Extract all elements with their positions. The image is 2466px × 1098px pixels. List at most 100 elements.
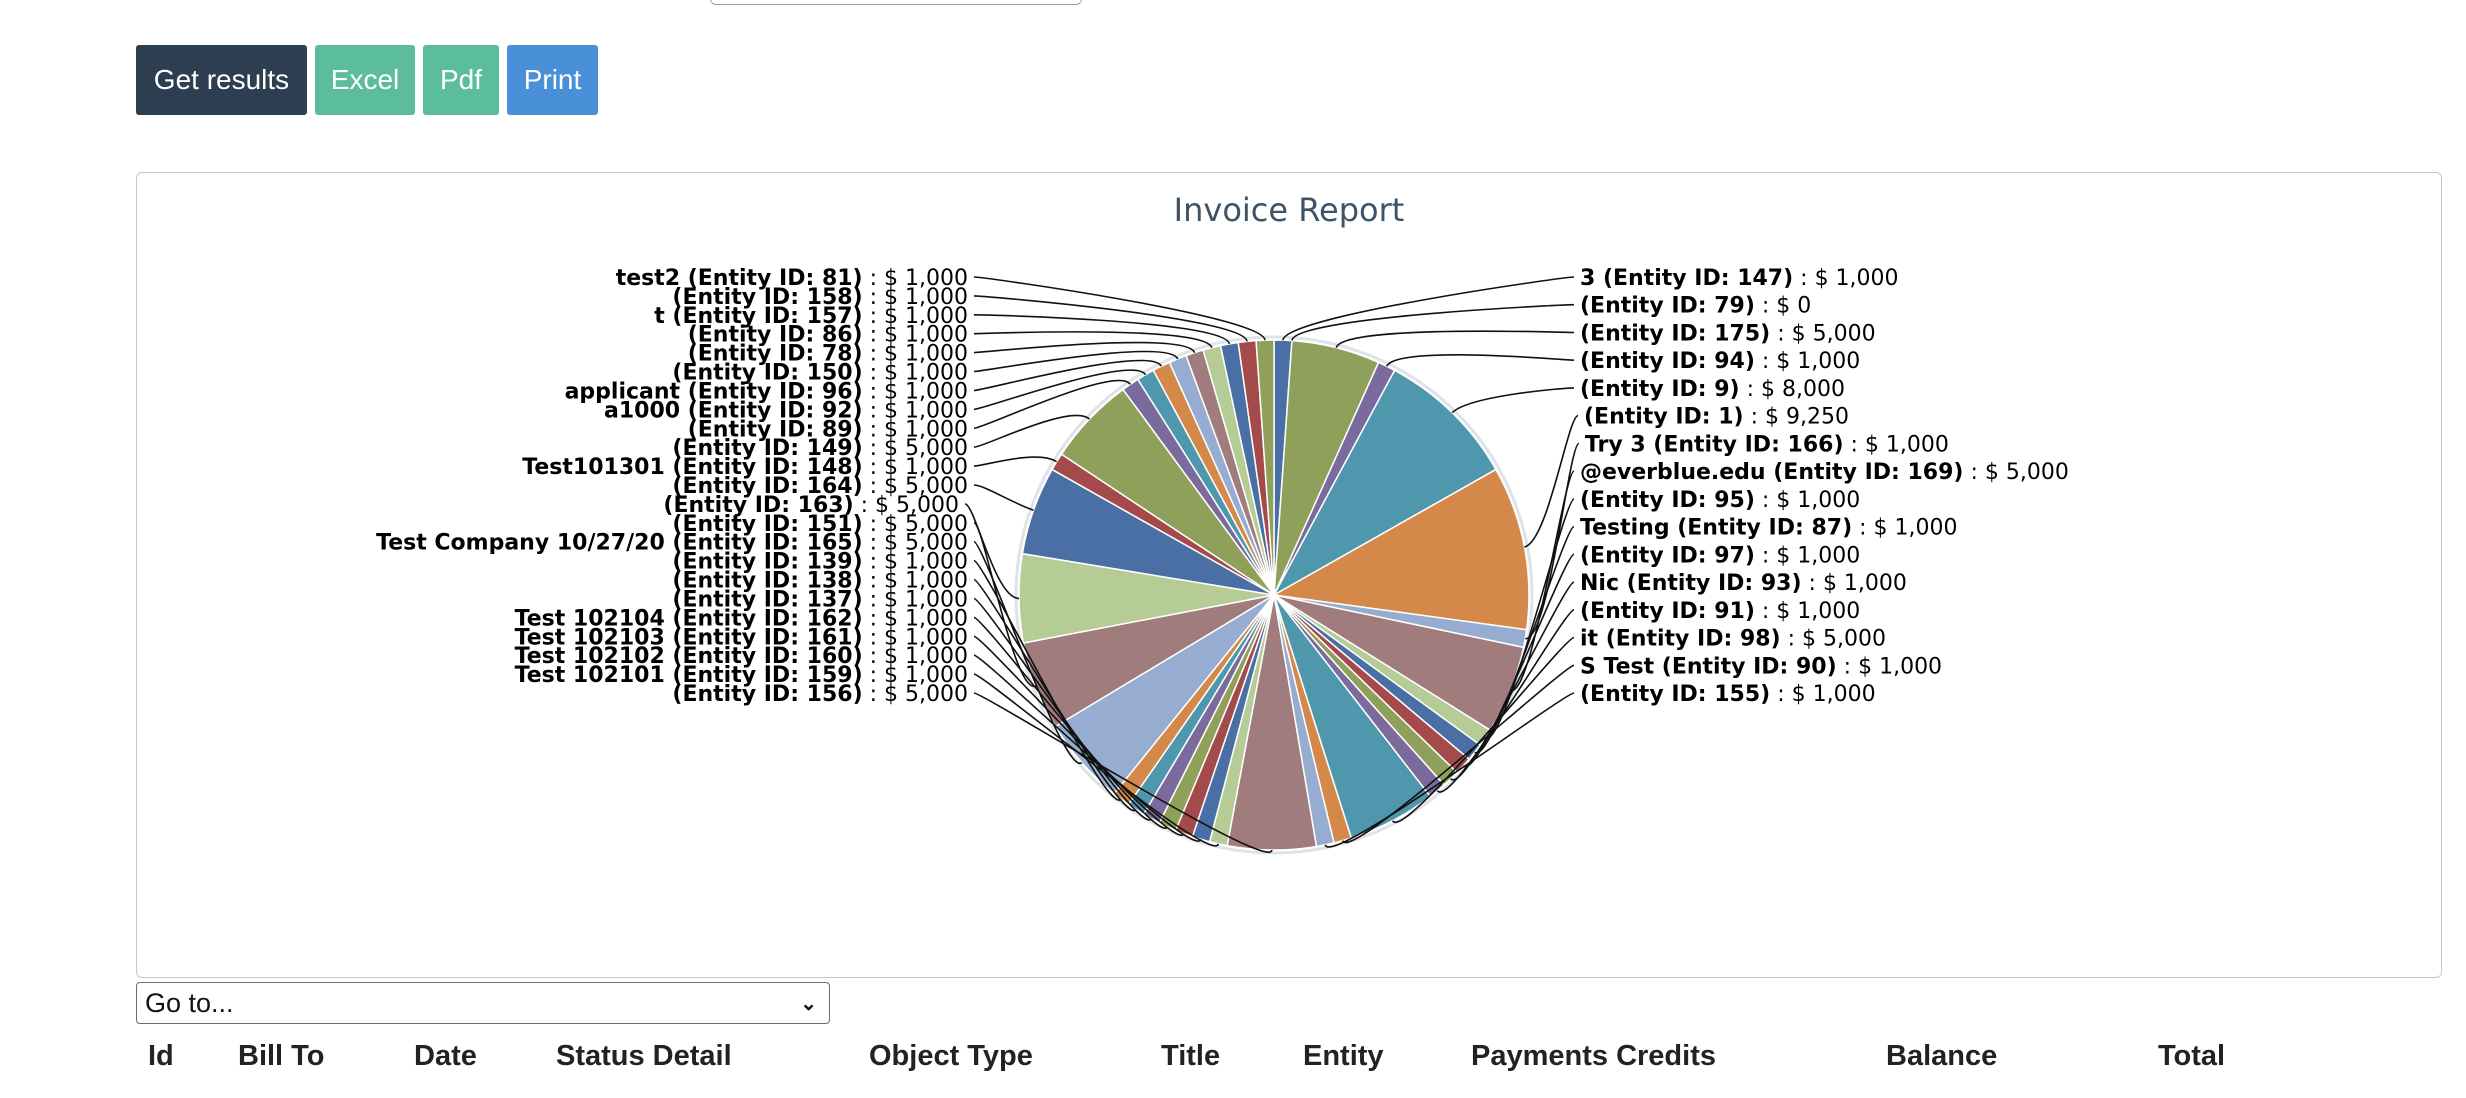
print-button[interactable]: Print [507,45,598,115]
goto-select[interactable]: Go to... ⌄ [136,982,830,1024]
pie-connector [973,341,1196,354]
pie-data-label: (Entity ID: 137) : $ 1,000 [672,588,968,613]
column-header-balance[interactable]: Balance [1886,1040,1998,1072]
pie-connector [973,359,1163,392]
pie-data-label: (Entity ID: 86) : $ 1,000 [688,323,968,348]
pie-connector [1341,664,1575,844]
pie-data-label: (Entity ID: 139) : $ 1,000 [672,550,968,575]
pie-chart: 3 (Entity ID: 147) : $ 1,000 (Entity ID: … [376,266,2069,855]
column-header-total[interactable]: Total [2158,1040,2226,1072]
get-results-button[interactable]: Get results [136,45,307,115]
pie-data-label: Testing (Entity ID: 87) : $ 1,000 [1580,516,1958,541]
pie-data-label: Test 102101 (Entity ID: 159) : $ 1,000 [515,663,968,688]
column-header-entity[interactable]: Entity [1303,1040,1384,1072]
action-toolbar: Get results Excel Pdf Print [136,45,598,115]
column-header-bill-to[interactable]: Bill To [238,1040,325,1072]
pie-connector [973,692,1273,853]
pie-connector [973,484,1034,511]
pie-data-label: (Entity ID: 163) : $ 5,000 [663,493,959,518]
pie-connector [973,369,1147,411]
pie-connector [973,350,1179,373]
pie-connector [1324,692,1575,848]
pie-data-label: (Entity ID: 9) : $ 8,000 [1580,377,1845,402]
top-input-field[interactable] [710,0,1082,5]
pie-connector [973,295,1248,342]
pdf-export-button[interactable]: Pdf [423,45,499,115]
pie-data-label: Test 102104 (Entity ID: 162) : $ 1,000 [515,606,968,631]
pie-data-label: Test 102102 (Entity ID: 160) : $ 1,000 [515,644,968,669]
pie-data-label: (Entity ID: 151) : $ 5,000 [672,512,968,537]
pie-connector [1282,276,1575,341]
pie-data-label: (Entity ID: 158) : $ 1,000 [672,285,968,310]
pie-data-label: (Entity ID: 78) : $ 1,000 [688,342,968,367]
goto-selected-value: Go to... [145,987,234,1018]
pie-connector [973,597,1153,821]
pie-connector [1451,387,1575,414]
column-header-status-detail[interactable]: Status Detail [556,1040,732,1072]
pie-connector [973,559,1122,801]
pie-data-label: t (Entity ID: 157) : $ 1,000 [654,304,968,329]
pie-connector [964,503,1020,600]
pie-connector [1436,609,1575,793]
column-header-object-type[interactable]: Object Type [869,1040,1033,1072]
chart-title: Invoice Report [1173,191,1405,229]
pie-connector [1335,330,1575,349]
pie-data-label: (Entity ID: 149) : $ 5,000 [672,436,968,461]
pie-data-label: test2 (Entity ID: 81) : $ 1,000 [616,266,968,291]
pie-data-label: Test Company 10/27/20 (Entity ID: 165) :… [376,531,968,556]
pie-connector [973,540,1083,764]
pie-data-label: (Entity ID: 97) : $ 1,000 [1580,543,1860,568]
pie-connector [973,456,1058,467]
pie-outline [1014,335,1534,855]
pie-data-label: Try 3 (Entity ID: 166) : $ 1,000 [1585,432,1949,457]
pie-connector [973,276,1266,341]
pie-data-label: (Entity ID: 94) : $ 1,000 [1580,349,1860,374]
pie-connector [1391,636,1575,824]
pie-connector [973,379,1132,430]
pie-connector [973,522,1037,687]
pie-connector [973,414,1090,448]
column-header-payments-credits[interactable]: Payments Credits [1471,1040,1716,1072]
pie-connector [973,331,1213,349]
pie-data-label: (Entity ID: 89) : $ 1,000 [688,417,968,442]
column-header-title[interactable]: Title [1161,1040,1221,1072]
pie-data-label: S Test (Entity ID: 90) : $ 1,000 [1580,654,1942,679]
excel-export-button[interactable]: Excel [315,45,415,115]
pie-connector [1525,442,1580,640]
pie-connector [973,654,1202,842]
pie-slice[interactable] [1272,369,1497,597]
chevron-down-icon: ⌄ [800,992,817,1015]
invoice-report-chart-panel: Invoice Report 3 (Entity ID: 147) : $ 1,… [136,172,2442,978]
pie-data-label: @everblue.edu (Entity ID: 169) : $ 5,000 [1580,460,2069,485]
pie-connector [973,635,1185,836]
pie-connector [1510,470,1575,692]
pie-data-label: (Entity ID: 95) : $ 1,000 [1580,488,1860,513]
column-header-id[interactable]: Id [148,1040,174,1072]
pie-labels: 3 (Entity ID: 147) : $ 1,000 (Entity ID: … [376,266,2069,853]
pie-data-label: (Entity ID: 91) : $ 1,000 [1580,599,1860,624]
pie-connector [973,673,1220,847]
pie-data-label: it (Entity ID: 98) : $ 5,000 [1580,627,1886,652]
pie-connector [973,314,1231,345]
pie-connector [973,578,1137,812]
pie-connector [1474,525,1575,754]
pie-data-label: Test101301 (Entity ID: 148) : $ 1,000 [522,455,968,480]
pie-slice[interactable] [1271,468,1530,631]
pie-data-label: applicant (Entity ID: 96) : $ 1,000 [565,380,968,405]
pie-data-label: 3 (Entity ID: 147) : $ 1,000 [1580,266,1899,291]
pie-data-label: (Entity ID: 175) : $ 5,000 [1580,322,1876,347]
pie-data-label: (Entity ID: 138) : $ 1,000 [672,569,968,594]
pie-data-label: (Entity ID: 155) : $ 1,000 [1580,682,1876,707]
pie-data-label: Nic (Entity ID: 93) : $ 1,000 [1580,571,1907,596]
pie-connector [1291,303,1575,341]
pie-connector [1524,414,1579,548]
table-header-row: Id Bill To Date Status Detail Object Typ… [0,1040,2466,1080]
pie-connector [973,616,1169,829]
pie-data-label: (Entity ID: 1) : $ 9,250 [1584,405,1849,430]
pie-data-label: (Entity ID: 79) : $ 0 [1580,294,1811,319]
pie-data-label: Test 102103 (Entity ID: 161) : $ 1,000 [515,625,968,650]
pie-data-label: (Entity ID: 156) : $ 5,000 [672,682,968,707]
pie-data-label: (Entity ID: 164) : $ 5,000 [672,474,968,499]
pie-connector [1385,354,1575,367]
column-header-date[interactable]: Date [414,1040,477,1072]
